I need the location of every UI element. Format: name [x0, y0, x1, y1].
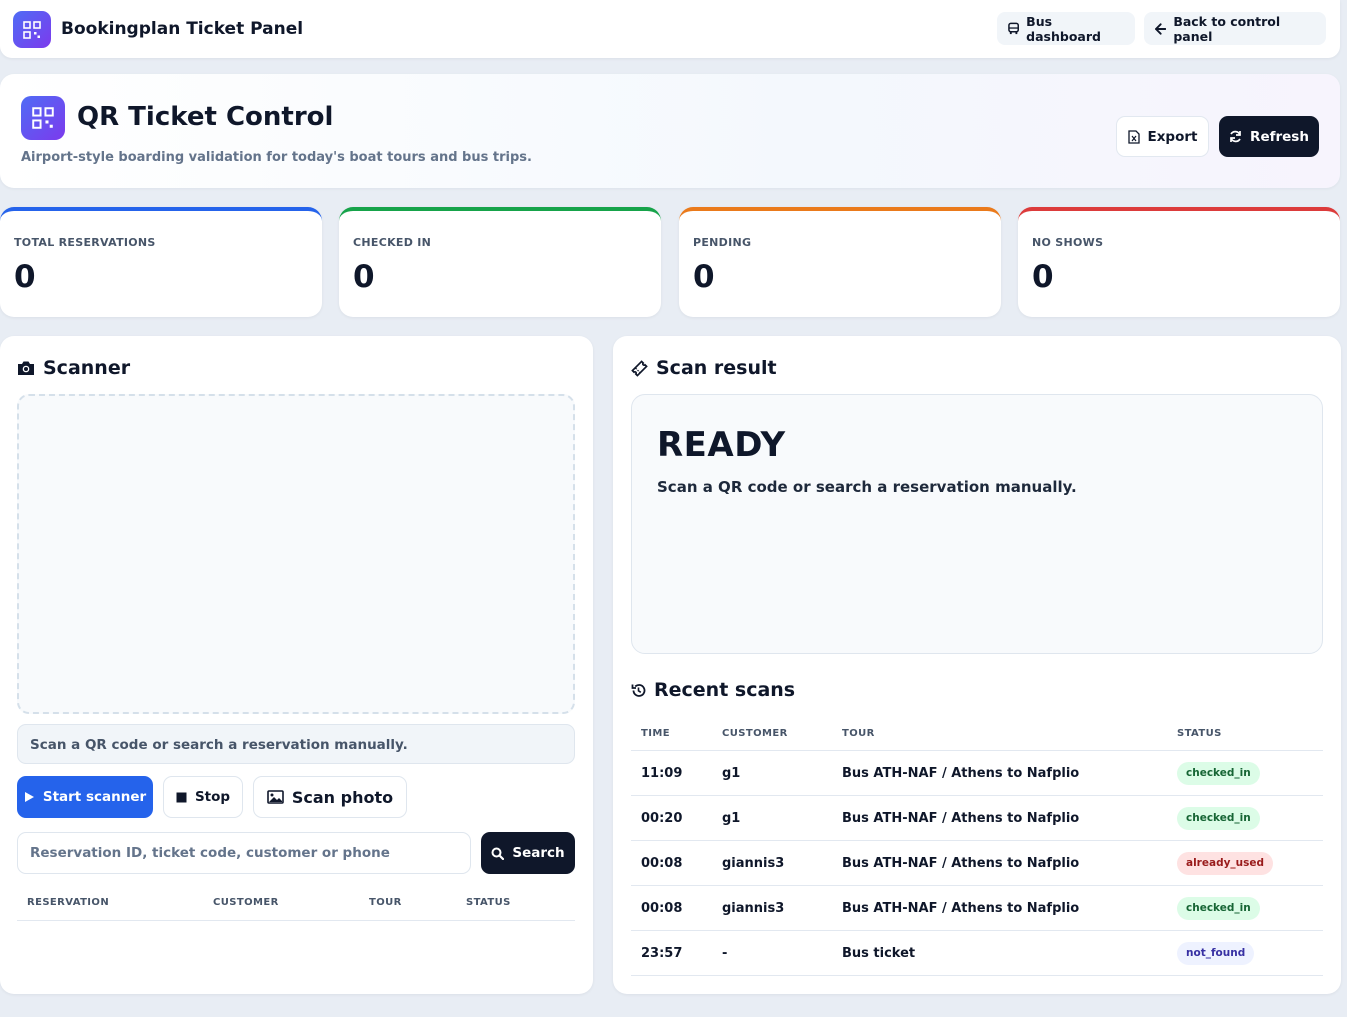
status-badge: not_found [1177, 942, 1255, 965]
column-header: RESERVATION [27, 897, 110, 908]
scan-tour: Bus ATH-NAF / Athens to Nafplio [842, 901, 1080, 916]
arrow-left-icon [1155, 22, 1167, 35]
page-title: QR Ticket Control [77, 102, 334, 132]
table-row[interactable]: 00:08 giannis3 Bus ATH-NAF / Athens to N… [631, 841, 1323, 886]
refresh-label: Refresh [1250, 128, 1309, 145]
start-scanner-label: Start scanner [42, 789, 147, 805]
stat-value: 0 [1032, 259, 1054, 295]
scan-customer: giannis3 [722, 901, 785, 916]
history-icon [631, 683, 646, 697]
scan-tour: Bus ATH-NAF / Athens to Nafplio [842, 766, 1080, 781]
search-label: Search [512, 845, 565, 861]
column-header: STATUS [1177, 728, 1222, 739]
qr-code-icon [21, 96, 65, 140]
scan-result-title: Scan result [631, 357, 777, 379]
back-to-control-panel-button[interactable]: Back to control panel [1144, 12, 1326, 45]
export-label: Export [1147, 128, 1198, 145]
scan-customer: giannis3 [722, 856, 785, 871]
brand-title: Bookingplan Ticket Panel [61, 19, 304, 39]
recent-scans-header: TIME CUSTOMER TOUR STATUS [631, 720, 1323, 751]
page-subtitle: Airport-style boarding validation for to… [21, 150, 532, 165]
refresh-button[interactable]: Refresh [1219, 116, 1319, 157]
image-icon [267, 790, 284, 804]
column-header: TOUR [842, 728, 875, 739]
stat-no-shows: NO SHOWS 0 [1018, 207, 1340, 317]
column-header: CUSTOMER [722, 728, 788, 739]
stat-value: 0 [353, 259, 375, 295]
hero-panel: QR Ticket Control Airport-style boarding… [0, 74, 1340, 188]
refresh-icon [1230, 130, 1241, 143]
search-icon [491, 847, 505, 860]
start-scanner-button[interactable]: Start scanner [17, 776, 153, 818]
status-badge: already_used [1177, 852, 1274, 875]
recent-scans-title-text: Recent scans [654, 679, 796, 701]
scanner-status-message: Scan a QR code or search a reservation m… [17, 724, 575, 764]
back-label: Back to control panel [1173, 13, 1281, 44]
ticket-icon [631, 359, 648, 377]
stop-button[interactable]: Stop [163, 776, 243, 818]
recent-scans-title: Recent scans [631, 679, 795, 701]
search-button[interactable]: Search [481, 832, 575, 874]
scan-time: 23:57 [641, 946, 683, 961]
table-row[interactable]: 00:08 giannis3 Bus ATH-NAF / Athens to N… [631, 886, 1323, 931]
column-header: STATUS [466, 897, 511, 908]
stat-label: CHECKED IN [353, 236, 432, 249]
scan-customer: g1 [722, 766, 741, 781]
file-excel-icon [1127, 129, 1140, 144]
play-icon [24, 792, 34, 802]
table-row[interactable]: 00:20 g1 Bus ATH-NAF / Athens to Nafplio… [631, 796, 1323, 841]
status-badge: checked_in [1177, 897, 1260, 920]
scan-tour: Bus ticket [842, 946, 916, 961]
column-header: CUSTOMER [213, 897, 279, 908]
qr-code-icon [13, 11, 51, 48]
stat-checked-in: CHECKED IN 0 [339, 207, 661, 317]
stat-pending: PENDING 0 [679, 207, 1001, 317]
bus-dashboard-button[interactable]: Bus dashboard [997, 12, 1135, 45]
scan-photo-button[interactable]: Scan photo [253, 776, 407, 818]
reservation-search-input[interactable] [17, 832, 471, 874]
scanner-title-text: Scanner [43, 357, 131, 379]
stat-label: PENDING [693, 236, 752, 249]
column-header: TIME [641, 728, 670, 739]
scan-result-status: READY [657, 425, 786, 465]
stat-total-reservations: TOTAL RESERVATIONS 0 [0, 207, 322, 317]
scan-result-message: Scan a QR code or search a reservation m… [657, 478, 1077, 496]
status-badge: checked_in [1177, 807, 1260, 830]
camera-icon [18, 361, 34, 375]
stat-label: TOTAL RESERVATIONS [14, 236, 156, 249]
camera-preview[interactable] [17, 394, 575, 714]
scan-time: 00:08 [641, 856, 683, 871]
result-panel: Scan result READY Scan a QR code or sear… [613, 336, 1341, 994]
scan-result-title-text: Scan result [656, 357, 777, 379]
scan-tour: Bus ATH-NAF / Athens to Nafplio [842, 811, 1080, 826]
status-badge: checked_in [1177, 762, 1260, 785]
scan-time: 11:09 [641, 766, 683, 781]
scan-customer: g1 [722, 811, 741, 826]
stat-value: 0 [14, 259, 36, 295]
stat-value: 0 [693, 259, 715, 295]
top-bar: Bookingplan Ticket Panel Bus dashboard B… [0, 0, 1340, 58]
bus-dashboard-label: Bus dashboard [1026, 13, 1101, 44]
scan-time: 00:20 [641, 811, 683, 826]
scanner-panel: Scanner Scan a QR code or search a reser… [0, 336, 593, 994]
stop-label: Stop [194, 789, 231, 805]
export-button[interactable]: Export [1116, 116, 1209, 157]
table-row[interactable]: 23:57 - Bus ticket not_found [631, 931, 1323, 976]
table-row[interactable]: 11:09 g1 Bus ATH-NAF / Athens to Nafplio… [631, 751, 1323, 796]
stat-label: NO SHOWS [1032, 236, 1104, 249]
column-header: TOUR [369, 897, 402, 908]
scan-customer: - [722, 946, 728, 961]
reservation-table-header: RESERVATION CUSTOMER TOUR STATUS [17, 892, 575, 921]
scan-time: 00:08 [641, 901, 683, 916]
scan-result-box: READY Scan a QR code or search a reserva… [631, 394, 1323, 654]
scan-tour: Bus ATH-NAF / Athens to Nafplio [842, 856, 1080, 871]
bus-icon [1008, 22, 1019, 35]
scanner-title: Scanner [17, 357, 130, 379]
scan-photo-label: Scan photo [291, 787, 394, 807]
stop-icon [176, 792, 187, 802]
